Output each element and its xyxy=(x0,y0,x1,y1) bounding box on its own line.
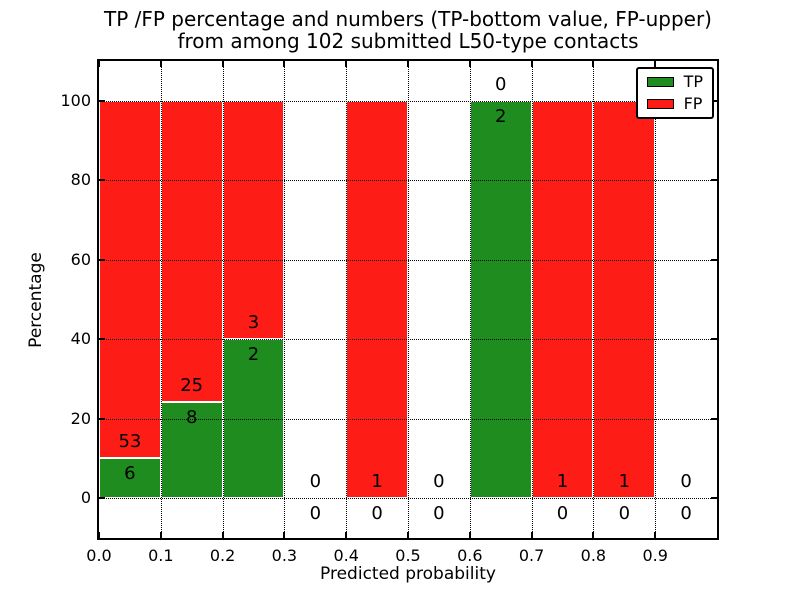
chart-title-line2: from among 102 submitted L50-type contac… xyxy=(177,29,639,53)
y-axis-title: Percentage xyxy=(26,252,46,348)
y-tick-mark-left xyxy=(99,497,105,500)
fp-count-label: 0 xyxy=(433,471,445,493)
tp-count-label: 0 xyxy=(309,503,322,525)
legend-label-fp: FP xyxy=(683,94,703,113)
tp-count-label: 0 xyxy=(556,503,569,525)
y-tick-mark-right xyxy=(711,338,717,341)
gridline-vertical xyxy=(408,61,409,538)
fp-count-label: 1 xyxy=(371,471,383,493)
x-tick-mark-top xyxy=(654,61,657,67)
gridline-vertical xyxy=(531,61,533,538)
x-tick-mark-bottom xyxy=(407,532,409,538)
fp-count-label: 1 xyxy=(556,471,569,493)
y-tick-mark-right xyxy=(711,99,717,102)
x-tick-mark-top xyxy=(407,61,409,67)
legend-item-fp: FP xyxy=(646,94,703,113)
gridline-vertical xyxy=(469,61,471,538)
x-tick-label: 0.9 xyxy=(642,546,668,565)
fp-count-label: 1 xyxy=(618,471,631,493)
gridline-vertical xyxy=(346,61,348,538)
x-tick-label: 0.1 xyxy=(148,546,174,565)
x-tick-label: 0.3 xyxy=(271,546,298,565)
x-tick-label: 0.7 xyxy=(518,546,545,565)
x-tick-mark-bottom xyxy=(654,532,657,538)
bar-tp xyxy=(99,457,161,499)
plot-area: TP FP 0 20 40 60 80 100 0.0 0.1 0.2 0.3 0.4 0.5 0.6 0.… xyxy=(60,59,719,565)
x-tick-mark-top xyxy=(159,61,162,67)
x-tick-label: 0.8 xyxy=(580,546,607,565)
bar-tp xyxy=(469,100,532,499)
tp-count-label: 0 xyxy=(433,503,445,525)
bar-fp xyxy=(531,100,594,499)
tp-count-label: 8 xyxy=(185,406,198,428)
x-tick-mark-bottom xyxy=(468,532,471,538)
y-tick-label: 80 xyxy=(70,170,91,190)
x-tick-mark-bottom xyxy=(159,532,162,538)
y-tick-mark-right xyxy=(711,497,717,500)
bar-fp xyxy=(160,100,223,402)
x-axis-title: Predicted probability xyxy=(320,564,496,584)
bar-fp xyxy=(593,100,656,499)
x-tick-label: 0.2 xyxy=(209,546,236,565)
tp-count-label: 2 xyxy=(247,344,260,366)
y-tick-mark-left xyxy=(99,338,105,341)
chart-title-line1: TP /FP percentage and numbers (TP-bottom… xyxy=(104,7,712,31)
bar-fp xyxy=(99,100,161,458)
y-tick-label: 100 xyxy=(60,90,91,110)
tp-count-label: 6 xyxy=(124,462,136,484)
x-tick-mark-bottom xyxy=(345,532,348,538)
y-tick-mark-right xyxy=(711,179,717,182)
fp-count-label: 0 xyxy=(494,73,507,95)
fp-count-label: 25 xyxy=(180,374,204,396)
gridline-vertical xyxy=(160,61,162,538)
y-tick-mark-left xyxy=(99,417,105,420)
x-tick-mark-top xyxy=(345,61,348,67)
tp-count-label: 0 xyxy=(680,503,692,525)
x-tick-mark-top xyxy=(98,61,100,67)
gridline-vertical xyxy=(222,61,224,538)
bar-fp xyxy=(222,100,285,340)
x-tick-label: 0.6 xyxy=(457,546,483,565)
x-tick-mark-top xyxy=(592,61,595,67)
x-tick-mark-top xyxy=(468,61,471,67)
x-tick-mark-bottom xyxy=(592,532,595,538)
legend: TP FP xyxy=(635,67,714,119)
fp-count-label: 0 xyxy=(680,471,692,493)
legend-item-tp: TP xyxy=(646,72,703,91)
bar-fp xyxy=(346,100,408,499)
gridline-vertical xyxy=(284,61,286,538)
legend-swatch-tp xyxy=(646,77,674,87)
x-tick-label: 0.5 xyxy=(395,546,421,565)
x-tick-mark-top xyxy=(221,61,224,67)
x-tick-label: 0.4 xyxy=(333,546,359,565)
fp-count-label: 3 xyxy=(247,312,260,334)
tp-count-label: 2 xyxy=(494,105,507,127)
y-tick-mark-right xyxy=(711,258,717,261)
fp-count-label: 53 xyxy=(118,430,142,452)
y-tick-mark-right xyxy=(711,417,717,420)
tp-count-label: 0 xyxy=(618,503,631,525)
fp-count-label: 0 xyxy=(309,471,322,493)
x-tick-mark-top xyxy=(283,61,286,67)
gridline-vertical xyxy=(655,61,657,538)
y-tick-mark-left xyxy=(99,258,105,261)
x-tick-mark-bottom xyxy=(283,532,286,538)
y-tick-label: 20 xyxy=(70,408,91,428)
chart-title: TP /FP percentage and numbers (TP-bottom… xyxy=(99,8,717,52)
tp-count-label: 0 xyxy=(371,503,383,525)
legend-label-tp: TP xyxy=(683,72,703,91)
x-tick-mark-bottom xyxy=(530,532,533,538)
y-tick-mark-left xyxy=(99,99,105,102)
legend-swatch-fp xyxy=(646,99,674,109)
y-tick-mark-left xyxy=(99,179,105,182)
gridline-vertical xyxy=(593,61,595,538)
x-tick-mark-bottom xyxy=(221,532,224,538)
y-tick-label: 60 xyxy=(70,249,91,269)
x-tick-mark-bottom xyxy=(98,532,100,538)
y-tick-label: 40 xyxy=(70,329,91,349)
x-tick-mark-top xyxy=(530,61,533,67)
y-tick-label: 0 xyxy=(80,488,91,508)
x-tick-label: 0.0 xyxy=(86,546,112,565)
